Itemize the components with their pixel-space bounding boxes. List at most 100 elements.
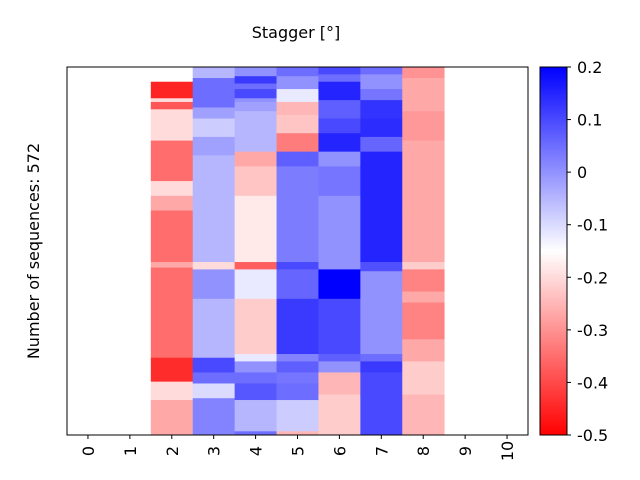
heatmap-cell-col5-8 (276, 262, 319, 270)
colorbar-tick-label-6: -0.4 (577, 373, 608, 392)
x-tick-label-1: 1 (121, 446, 140, 456)
heatmap-cell-col6-3 (318, 100, 361, 119)
heatmap-cell-col2-10 (150, 357, 194, 383)
colorbar-tick-label-2: 0 (577, 163, 587, 182)
colorbar-swatch-85 (540, 237, 567, 240)
heatmap-cell-col5-12 (276, 361, 319, 373)
colorbar-swatch-101 (540, 269, 567, 272)
heatmap-cell-col3-6 (192, 236, 236, 263)
colorbar-swatch-10 (540, 87, 567, 90)
heatmap-cell-col7-3 (360, 100, 403, 119)
colorbar-swatch-4 (540, 75, 567, 78)
colorbar-swatch-23 (540, 113, 567, 116)
colorbar-swatch-126 (540, 319, 567, 322)
colorbar-swatch-110 (540, 287, 567, 290)
colorbar-swatch-93 (540, 253, 567, 256)
colorbar-swatch-69 (540, 205, 567, 208)
heatmap-cell-col2-12 (150, 400, 194, 436)
heatmap-cell-col3-1 (192, 78, 236, 108)
colorbar-swatch-87 (540, 241, 567, 244)
x-tick-label-4: 4 (247, 446, 266, 456)
heatmap-cell-col6-9 (318, 269, 361, 300)
colorbar-swatch-97 (540, 261, 567, 264)
x-tick-label-8: 8 (414, 446, 433, 456)
heatmap-cell-col4-8 (234, 166, 277, 197)
colorbar-swatch-28 (540, 123, 567, 126)
colorbar-swatch-49 (540, 165, 567, 168)
heatmap-cell-col3-4 (192, 136, 236, 156)
colorbar-swatch-57 (540, 181, 567, 184)
colorbar-swatch-9 (540, 85, 567, 88)
heatmap-cell-col5-4 (276, 114, 319, 134)
colorbar-tick-label-7: -0.5 (577, 426, 608, 445)
colorbar-swatch-14 (540, 95, 567, 98)
colorbar-swatch-77 (540, 221, 567, 224)
colorbar-swatch-62 (540, 191, 567, 194)
heatmap-cell-col4-4 (234, 98, 277, 103)
heatmap-cell-col5-16 (276, 431, 319, 436)
heatmap-cell-col5-5 (276, 133, 319, 153)
colorbar-swatch-51 (540, 169, 567, 172)
heatmap-cell-col4-6 (234, 111, 277, 153)
heatmap-cell-col6-5 (318, 133, 361, 153)
colorbar-tick-label-3: -0.1 (577, 216, 608, 235)
heatmap-cell-col5-7 (276, 166, 319, 263)
colorbar-swatch-34 (540, 135, 567, 138)
heatmap-cell-col8-11 (402, 394, 445, 436)
colorbar-swatch-175 (540, 417, 567, 420)
colorbar-swatch-131 (540, 329, 567, 332)
colorbar-frame (539, 66, 568, 436)
colorbar-swatch-171 (540, 409, 567, 412)
heatmap-cell-col2-0 (150, 81, 194, 99)
colorbar-swatch-30 (540, 127, 567, 130)
heatmap-cell-col6-2 (318, 81, 361, 101)
heatmap-cell-col3-9 (192, 298, 236, 359)
colorbar-swatch-162 (540, 391, 567, 394)
colorbar-swatch-44 (540, 155, 567, 158)
heatmap-cell-col3-12 (192, 383, 236, 399)
colorbar-swatch-111 (540, 289, 567, 292)
colorbar-swatch-105 (540, 277, 567, 280)
colorbar-swatch-66 (540, 199, 567, 202)
colorbar-swatch-82 (540, 231, 567, 234)
heatmap-cell-col6-13 (318, 372, 361, 395)
colorbar-swatch-150 (540, 367, 567, 370)
colorbar-tick-label-1: 0.1 (577, 111, 602, 130)
colorbar-swatch-59 (540, 185, 567, 188)
heatmap-cell-col7-1 (360, 74, 403, 90)
colorbar-swatch-58 (540, 183, 567, 186)
colorbar-swatch-127 (540, 321, 567, 324)
colorbar-swatch-27 (540, 121, 567, 124)
colorbar-swatch-42 (540, 151, 567, 154)
colorbar-swatch-176 (540, 419, 567, 422)
heatmap-cell-col5-3 (276, 101, 319, 116)
colorbar-swatch-177 (540, 421, 567, 424)
colorbar-swatch-180 (540, 427, 567, 430)
colorbar-swatch-143 (540, 353, 567, 356)
x-tick-label-2: 2 (163, 446, 182, 456)
colorbar-swatch-149 (540, 365, 567, 368)
colorbar-swatch-128 (540, 323, 567, 326)
colorbar-swatch-138 (540, 343, 567, 346)
heatmap-cell-col6-7 (318, 166, 361, 197)
colorbar-swatch-50 (540, 167, 567, 170)
heatmap-cell-col4-16 (234, 383, 277, 401)
colorbar-swatch-53 (540, 173, 567, 176)
heatmap-cell-col6-14 (318, 394, 361, 436)
colorbar-swatch-182 (540, 431, 567, 434)
heatmap-cell-col4-0 (234, 67, 277, 77)
heatmap-cell-col3-5 (192, 155, 236, 237)
colorbar-swatch-134 (540, 335, 567, 338)
heatmap-cell-col7-9 (360, 271, 403, 355)
heatmap-cell-col7-11 (360, 361, 403, 373)
heatmap-cell-col3-7 (192, 262, 236, 270)
heatmap-cell-col8-4 (402, 214, 445, 263)
heatmap-cell-col6-11 (318, 354, 361, 362)
colorbar-swatch-15 (540, 97, 567, 100)
colorbar-swatch-54 (540, 175, 567, 178)
heatmap-cell-col7-13 (360, 394, 403, 436)
colorbar-swatch-83 (540, 233, 567, 236)
colorbar-swatch-161 (540, 389, 567, 392)
heatmap-cell-col8-0 (402, 67, 445, 79)
colorbar-swatch-137 (540, 341, 567, 344)
